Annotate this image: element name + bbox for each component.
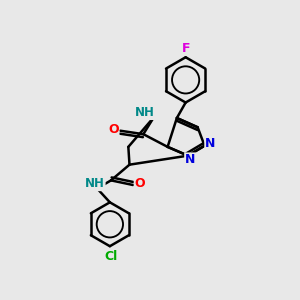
Text: N: N [205,137,215,150]
Text: NH: NH [135,106,155,119]
Text: Cl: Cl [104,250,118,263]
Text: O: O [108,123,119,136]
Text: N: N [185,153,195,166]
Text: F: F [182,42,190,55]
Text: NH: NH [85,177,105,190]
Text: O: O [135,177,145,190]
